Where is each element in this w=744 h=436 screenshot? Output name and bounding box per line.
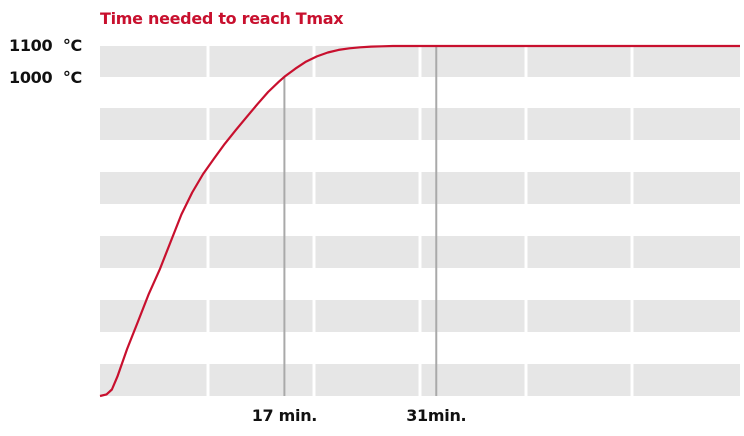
x-tick-label: 17 min. — [251, 406, 318, 425]
time-markers — [283, 46, 438, 396]
chart-title: Time needed to reach Tmax — [100, 9, 344, 28]
x-tick-label: 31min. — [406, 406, 467, 425]
grid-vertical-lines — [206, 46, 634, 396]
y-tick-label: 1000 °C — [8, 68, 82, 88]
series-line — [99, 44, 740, 398]
y-tick-label: 1100 °C — [8, 36, 82, 55]
series-layer — [99, 44, 740, 398]
